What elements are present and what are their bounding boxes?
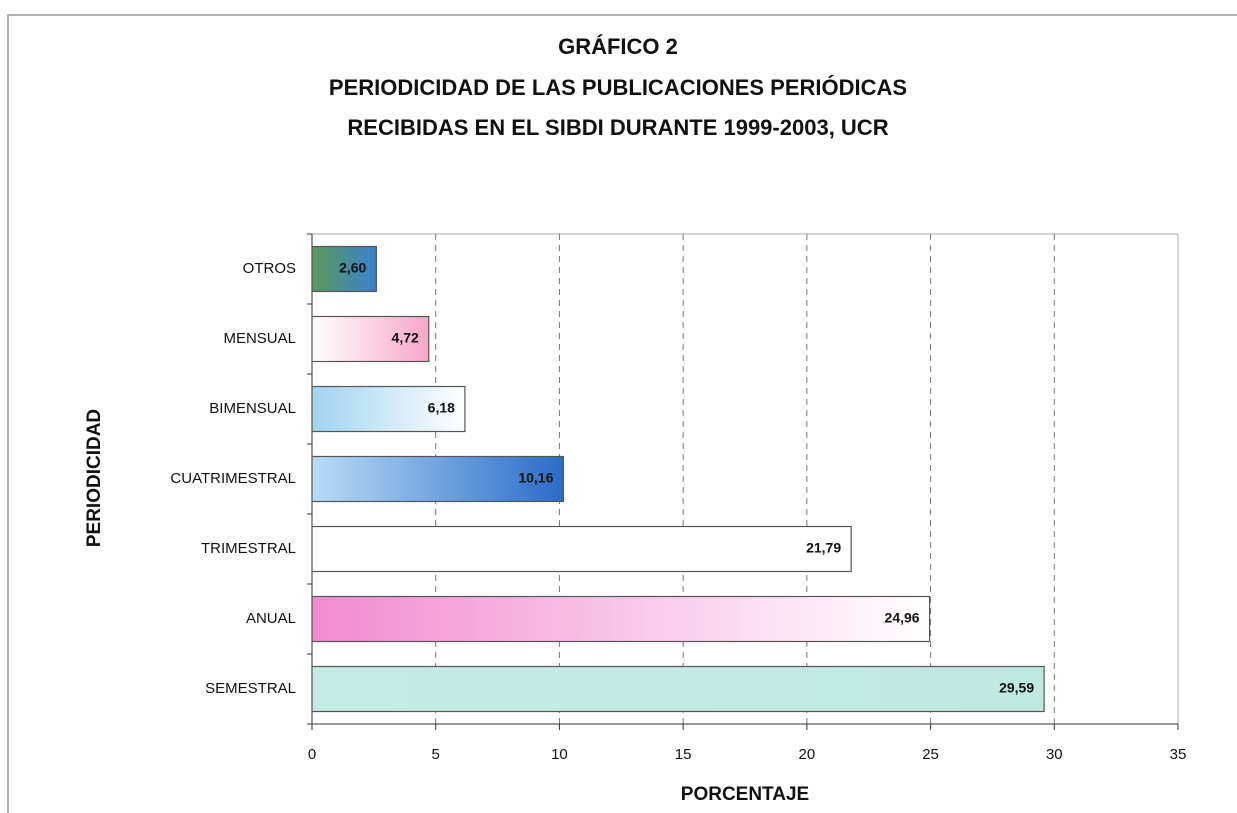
bar [311, 315, 430, 363]
bar [311, 455, 564, 503]
bar [311, 245, 377, 293]
x-tick-label: 5 [432, 746, 440, 763]
y-tick-label: BIMENSUAL [209, 400, 296, 417]
value-label: 6,18 [428, 400, 455, 416]
bar [311, 385, 466, 433]
y-tick-label: OTROS [243, 260, 296, 277]
value-label: 4,72 [392, 330, 419, 346]
y-tick-label: CUATRIMESTRAL [170, 470, 296, 487]
bar [311, 525, 852, 573]
value-label: 24,96 [885, 610, 920, 626]
x-tick-label: 10 [551, 746, 568, 763]
value-label: 21,79 [806, 540, 841, 556]
value-label: 10,16 [518, 470, 553, 486]
x-tick-label: 0 [308, 746, 316, 763]
x-tick-label: 15 [675, 746, 692, 763]
value-label: 29,59 [999, 680, 1034, 696]
x-axis-label: PORCENTAJE [681, 784, 809, 805]
chart-title: RECIBIDAS EN EL SIBDI DURANTE 1999-2003,… [347, 115, 888, 140]
value-label: 2,60 [339, 260, 366, 276]
y-tick-label: SEMESTRAL [205, 680, 296, 697]
x-tick-label: 20 [799, 746, 816, 763]
bar [311, 665, 1045, 713]
chart-title: PERIODICIDAD DE LAS PUBLICACIONES PERIÓD… [329, 75, 907, 100]
x-tick-label: 25 [922, 746, 939, 763]
x-tick-label: 35 [1170, 746, 1187, 763]
y-tick-label: MENSUAL [223, 330, 296, 347]
chart-title: GRÁFICO 2 [558, 34, 678, 59]
y-axis-label: PERIODICIDAD [84, 409, 105, 547]
x-tick-label: 30 [1046, 746, 1063, 763]
frame [7, 14, 1237, 813]
bar [311, 595, 931, 643]
y-tick-label: TRIMESTRAL [201, 540, 296, 557]
y-tick-label: ANUAL [246, 610, 296, 627]
